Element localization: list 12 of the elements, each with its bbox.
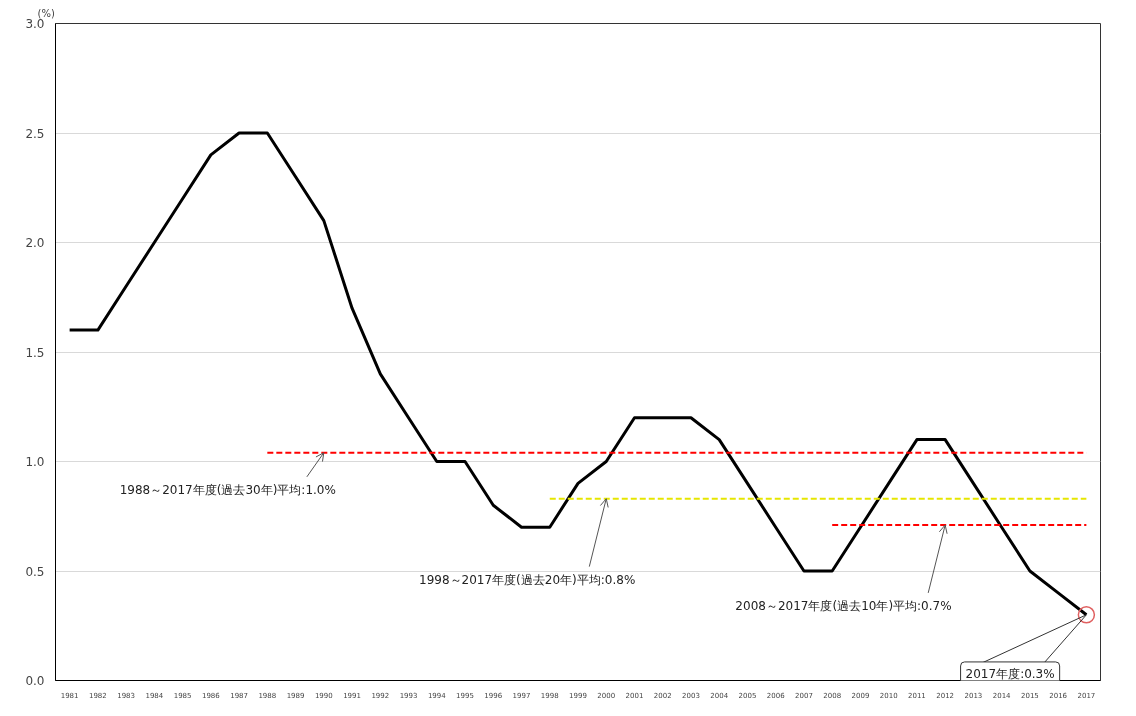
annotation: 1988～2017年度(過去30年)平均:1.0% bbox=[119, 482, 336, 497]
y-tick-label: 2.5 bbox=[25, 126, 45, 141]
y-tick-label: 2.0 bbox=[25, 236, 45, 250]
y-tick-label: 1.5 bbox=[25, 345, 45, 360]
y-tick-label: 0.0 bbox=[25, 674, 45, 688]
annotation: 2017年度:0.3% bbox=[965, 666, 1055, 681]
y-tick-label: 1.0 bbox=[25, 455, 45, 469]
annotation: 2008～2017年度(過去10年)平均:0.7% bbox=[735, 599, 952, 614]
y-tick-label: 3.0 bbox=[25, 17, 45, 31]
y-tick-label: 0.5 bbox=[25, 564, 45, 579]
y-axis-title: (%) bbox=[37, 7, 55, 19]
annotation: 1998～2017年度(過去20年)平均:0.8% bbox=[419, 572, 636, 587]
